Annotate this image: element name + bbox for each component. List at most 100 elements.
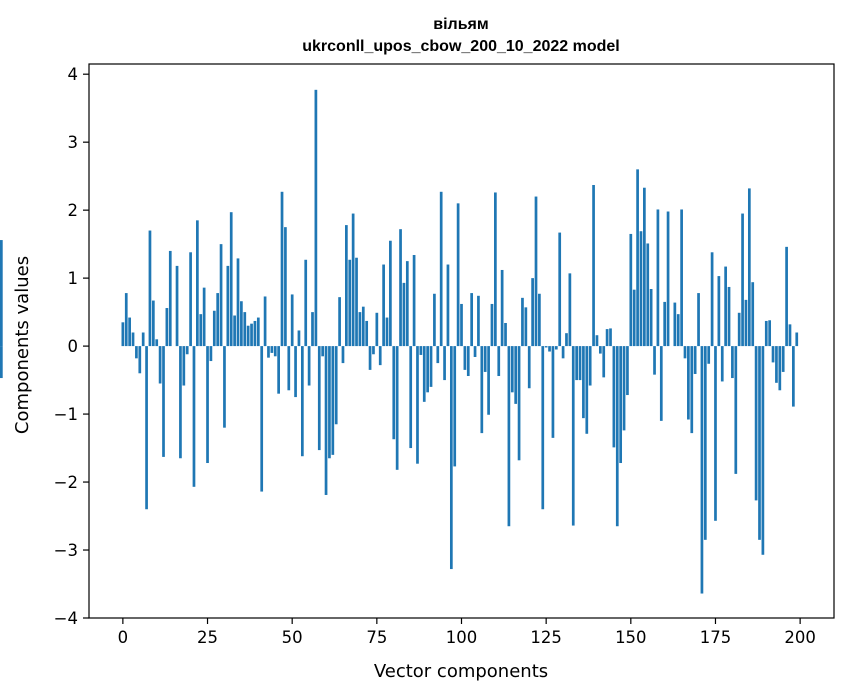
bar (504, 322, 507, 347)
bar (788, 324, 792, 347)
bar (717, 276, 721, 347)
bar (392, 346, 396, 440)
bar (270, 346, 274, 353)
bar (524, 307, 528, 347)
bar (311, 312, 314, 347)
bar (287, 346, 291, 391)
bar (754, 346, 758, 501)
bar (290, 294, 294, 347)
bar (659, 346, 663, 421)
bar (775, 346, 778, 383)
bar (534, 196, 538, 347)
bar (138, 346, 142, 374)
bar (764, 320, 768, 347)
bar (558, 232, 562, 347)
bar (145, 346, 148, 510)
bar (744, 299, 748, 347)
bar (341, 346, 345, 364)
x-tick-label: 125 (530, 628, 562, 647)
bar (422, 346, 426, 402)
bar (219, 244, 223, 347)
bar (273, 346, 277, 357)
y-tick-label: −4 (54, 609, 78, 628)
bar (419, 346, 423, 355)
bar (561, 346, 565, 359)
bar (554, 346, 558, 350)
bar (653, 346, 656, 375)
bar (436, 346, 440, 364)
bar (724, 266, 727, 347)
x-tick-label: 175 (700, 628, 732, 647)
bar (399, 229, 402, 347)
bar (331, 346, 335, 455)
bar (497, 346, 501, 377)
bar (643, 187, 646, 347)
bar (781, 346, 785, 372)
bar (636, 169, 639, 347)
bar (582, 346, 585, 419)
bar (477, 295, 480, 347)
bar (609, 328, 612, 347)
bar (196, 220, 199, 347)
bar (629, 233, 633, 347)
bar (449, 346, 453, 570)
bar (541, 346, 545, 510)
bar (182, 346, 186, 386)
bar (466, 346, 470, 377)
bar (365, 320, 369, 347)
bar (229, 212, 233, 347)
bar (588, 346, 592, 386)
bar (328, 346, 331, 459)
bar (575, 346, 578, 381)
bar (527, 346, 531, 389)
y-tick-label: 3 (68, 133, 79, 152)
bar (0, 346, 3, 379)
bar (361, 306, 365, 347)
bar (409, 346, 413, 449)
bar (487, 346, 490, 415)
bar (673, 302, 677, 347)
bar (639, 231, 643, 347)
bar (771, 346, 775, 363)
bar (416, 346, 419, 464)
bar (622, 346, 626, 431)
bar (124, 293, 128, 347)
bar (548, 346, 551, 352)
bar (429, 346, 433, 387)
x-tick-label: 75 (366, 628, 387, 647)
bar (206, 346, 209, 464)
bar (294, 346, 297, 398)
bar (676, 314, 680, 347)
bar (297, 330, 301, 347)
y-tick-label: −1 (54, 405, 78, 424)
bar (714, 346, 717, 521)
y-axis-label: Components values (12, 256, 33, 434)
y-tick-label: −3 (54, 541, 78, 560)
x-tick-label: 0 (118, 628, 129, 647)
bar (473, 346, 477, 357)
bar (382, 264, 385, 347)
bar (372, 346, 375, 355)
bar (256, 317, 260, 347)
bar (267, 346, 270, 358)
bar (243, 312, 247, 347)
bar (304, 259, 308, 347)
bar (300, 346, 304, 457)
bar (697, 293, 700, 347)
bar (307, 346, 311, 386)
bar (168, 250, 172, 347)
bar (483, 346, 487, 372)
bar (792, 346, 795, 407)
bar (158, 346, 162, 384)
bar (141, 332, 145, 347)
bar (463, 346, 467, 370)
bar (734, 346, 738, 474)
bar (453, 346, 457, 467)
bar (148, 230, 152, 347)
bar (212, 310, 216, 347)
bar (192, 346, 196, 487)
bar (185, 346, 189, 355)
bar (375, 312, 379, 347)
bar (446, 264, 450, 347)
